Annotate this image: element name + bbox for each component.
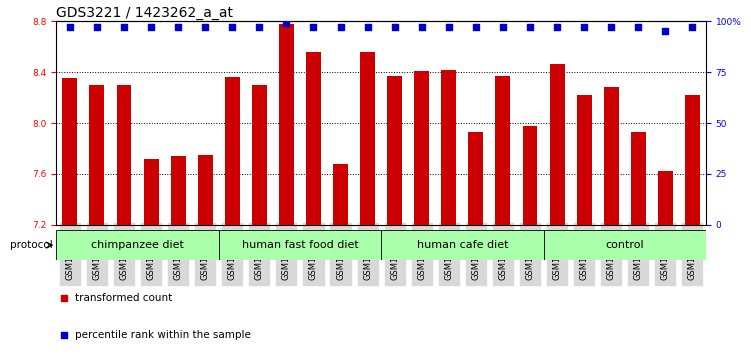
Point <box>632 24 644 30</box>
Bar <box>252 85 267 225</box>
Point <box>118 24 130 30</box>
Bar <box>442 70 457 225</box>
Bar <box>306 52 321 225</box>
Bar <box>381 230 544 260</box>
Bar <box>143 159 158 225</box>
Point <box>145 24 157 30</box>
Text: human cafe diet: human cafe diet <box>417 240 508 250</box>
Text: transformed count: transformed count <box>74 293 172 303</box>
Text: protocol: protocol <box>10 240 53 250</box>
Point <box>172 24 184 30</box>
Bar <box>685 95 700 225</box>
Bar <box>170 156 185 225</box>
Point <box>64 24 76 30</box>
Point <box>361 24 373 30</box>
Bar <box>415 71 429 225</box>
Bar <box>198 155 213 225</box>
Bar <box>56 230 219 260</box>
Point <box>58 332 70 337</box>
Point <box>470 24 482 30</box>
Point <box>416 24 428 30</box>
Bar <box>604 87 619 225</box>
Text: chimpanzee diet: chimpanzee diet <box>91 240 184 250</box>
Bar <box>469 132 484 225</box>
Point <box>497 24 509 30</box>
Bar <box>658 171 673 225</box>
Point <box>58 295 70 301</box>
Bar <box>62 79 77 225</box>
Point <box>443 24 455 30</box>
Bar <box>225 77 240 225</box>
Point <box>605 24 617 30</box>
Point <box>578 24 590 30</box>
Bar <box>577 95 592 225</box>
Point <box>253 24 265 30</box>
Point <box>659 29 671 34</box>
Bar <box>523 126 538 225</box>
Bar <box>333 164 348 225</box>
Bar <box>116 85 131 225</box>
Point <box>551 24 563 30</box>
Bar <box>388 76 402 225</box>
Point <box>389 24 401 30</box>
Point <box>524 24 536 30</box>
Point <box>280 21 292 26</box>
Bar <box>496 76 511 225</box>
Point <box>226 24 238 30</box>
Point <box>199 24 211 30</box>
Text: percentile rank within the sample: percentile rank within the sample <box>74 330 250 339</box>
Bar <box>279 24 294 225</box>
Point <box>91 24 103 30</box>
Point <box>334 24 346 30</box>
Text: human fast food diet: human fast food diet <box>242 240 358 250</box>
Bar <box>631 132 646 225</box>
Text: control: control <box>605 240 644 250</box>
Text: GDS3221 / 1423262_a_at: GDS3221 / 1423262_a_at <box>56 6 234 20</box>
Bar <box>544 230 706 260</box>
Point <box>686 24 698 30</box>
Bar <box>550 64 565 225</box>
Bar <box>360 52 375 225</box>
Bar <box>89 85 104 225</box>
Bar <box>219 230 381 260</box>
Point <box>307 24 319 30</box>
